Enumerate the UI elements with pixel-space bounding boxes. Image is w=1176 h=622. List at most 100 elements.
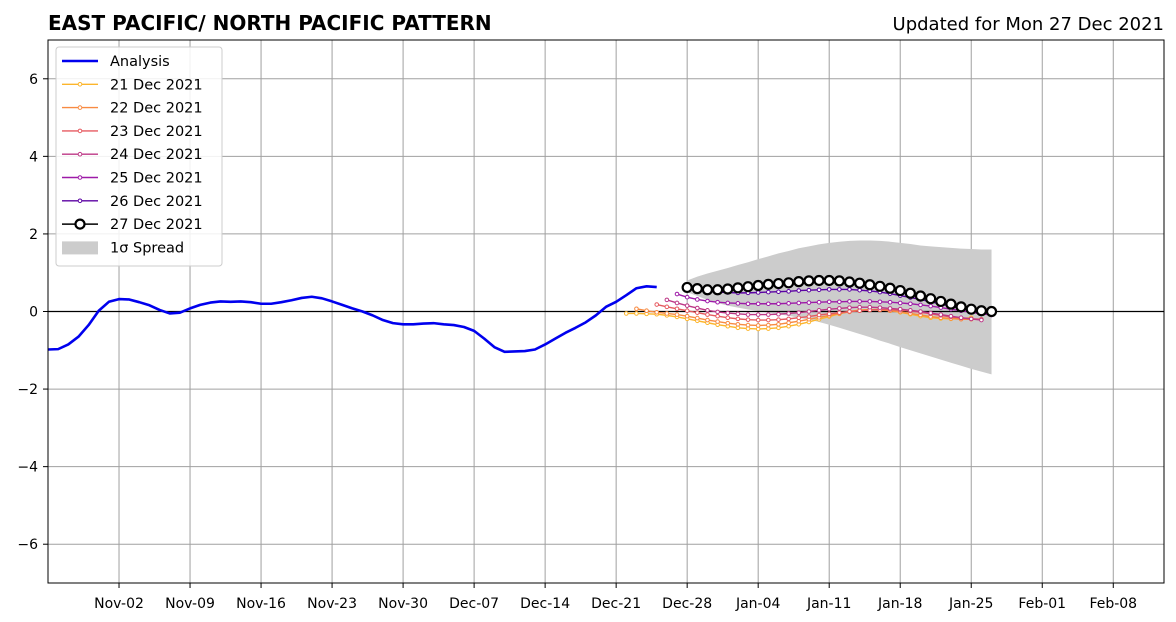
forecast-point: [705, 308, 710, 313]
forecast-point: [837, 310, 842, 315]
forecast-point: [796, 300, 802, 306]
latest-forecast-point: [945, 298, 957, 310]
legend-box: [55, 46, 223, 267]
legend-marker: [74, 218, 86, 230]
forecast-point: [826, 299, 832, 305]
latest-forecast-point: [955, 301, 967, 313]
forecast-point: [725, 310, 731, 316]
latest-forecast-point: [711, 284, 724, 296]
latest-forecast-point: [722, 283, 734, 295]
y-tick-label: −6: [17, 537, 38, 553]
forecast-point: [755, 317, 761, 323]
forecast-point: [623, 311, 629, 316]
legend-marker: [77, 128, 83, 134]
forecast-point: [735, 316, 741, 322]
forecast-point: [745, 301, 751, 307]
latest-forecast-point: [803, 275, 815, 287]
legend-entry: 23 Dec 2021: [62, 124, 203, 140]
latest-forecast-point: [752, 279, 764, 292]
forecast-point: [867, 299, 873, 304]
forecast-point: [816, 312, 822, 318]
forecast-point: [806, 300, 812, 305]
forecast-point: [958, 315, 964, 321]
latest-forecast-point: [925, 293, 937, 305]
forecast-point: [634, 311, 639, 316]
latest-forecast-point: [783, 277, 795, 289]
x-tick-label: Jan-18: [877, 596, 922, 612]
forecast-point: [664, 304, 670, 310]
legend-swatch: [62, 241, 98, 255]
legend-label: Analysis: [110, 54, 170, 70]
x-tick-label: Dec-28: [662, 596, 712, 612]
forecast-point: [918, 309, 923, 314]
y-tick-label: −4: [17, 460, 38, 476]
analysis-line: [48, 284, 657, 354]
x-tick-label: Jan-04: [735, 596, 781, 612]
x-tick-label: Nov-30: [378, 596, 428, 612]
x-tick-label: Feb-01: [1018, 596, 1066, 612]
legend-label: 1σ Spread: [110, 240, 184, 256]
forecast-point: [654, 302, 660, 307]
latest-forecast-point: [681, 281, 693, 294]
y-axis: −6 −4 −2 0 2 4 6: [17, 72, 48, 553]
forecast-point: [867, 304, 873, 310]
legend-label: 26 Dec 2021: [110, 194, 203, 210]
series-layer: [48, 274, 998, 354]
forecast-point: [674, 306, 680, 312]
forecast-point: [826, 287, 832, 292]
forecast-point: [796, 288, 802, 293]
forecast-point: [735, 321, 741, 327]
latest-forecast-point: [813, 274, 825, 287]
legend-entry: Analysis: [62, 54, 170, 70]
forecast-point: [695, 310, 700, 315]
forecast-point: [715, 299, 720, 305]
x-tick-label: Nov-02: [94, 596, 144, 612]
x-tick-label: Dec-21: [591, 596, 641, 612]
latest-forecast-point: [914, 290, 927, 302]
latest-forecast-point: [691, 283, 703, 295]
forecast-point: [674, 291, 680, 297]
forecast-point: [674, 300, 680, 306]
forecast-point: [745, 312, 751, 317]
forecast-point: [806, 287, 812, 293]
forecast-point: [634, 306, 639, 312]
forecast-point: [786, 289, 791, 294]
forecast-point: [684, 303, 690, 308]
forecast-point: [695, 297, 700, 302]
forecast-point: [796, 315, 802, 321]
forecast-point: [705, 298, 710, 304]
latest-forecast-point: [762, 278, 774, 290]
forecast-point: [654, 309, 660, 315]
forecast-point: [826, 311, 832, 317]
forecast-point: [776, 311, 781, 317]
legend-entry: 22 Dec 2021: [62, 101, 203, 117]
legend-marker: [77, 105, 83, 110]
forecast-point: [837, 299, 842, 305]
legend: Analysis 21 Dec 2021 22 Dec 2021 23 Dec 202…: [55, 46, 223, 267]
legend-entry: 25 Dec 2021: [62, 171, 203, 187]
legend-label: 25 Dec 2021: [110, 171, 203, 187]
forecast-point: [857, 299, 862, 304]
forecast-point: [755, 323, 761, 328]
latest-forecast-point: [701, 284, 714, 296]
latest-forecast-point: [864, 279, 876, 291]
forecast-point: [928, 303, 933, 309]
legend-marker: [77, 198, 83, 204]
latest-forecast-point: [793, 276, 805, 288]
forecast-point: [755, 290, 761, 295]
forecast-point: [725, 315, 731, 321]
forecast-point: [725, 300, 731, 306]
forecast-point: [806, 314, 812, 319]
forecast-point: [755, 301, 761, 307]
latest-forecast-point: [935, 295, 947, 308]
legend-marker: [77, 151, 83, 157]
x-tick-label: Jan-11: [806, 596, 851, 612]
y-tick-label: 4: [29, 149, 38, 165]
forecast-point: [877, 305, 883, 310]
legend-entry: 21 Dec 2021: [62, 77, 203, 93]
latest-forecast-point: [904, 287, 916, 299]
forecast-point: [786, 316, 791, 322]
forecast-point: [766, 317, 771, 323]
forecast-point: [766, 322, 771, 328]
